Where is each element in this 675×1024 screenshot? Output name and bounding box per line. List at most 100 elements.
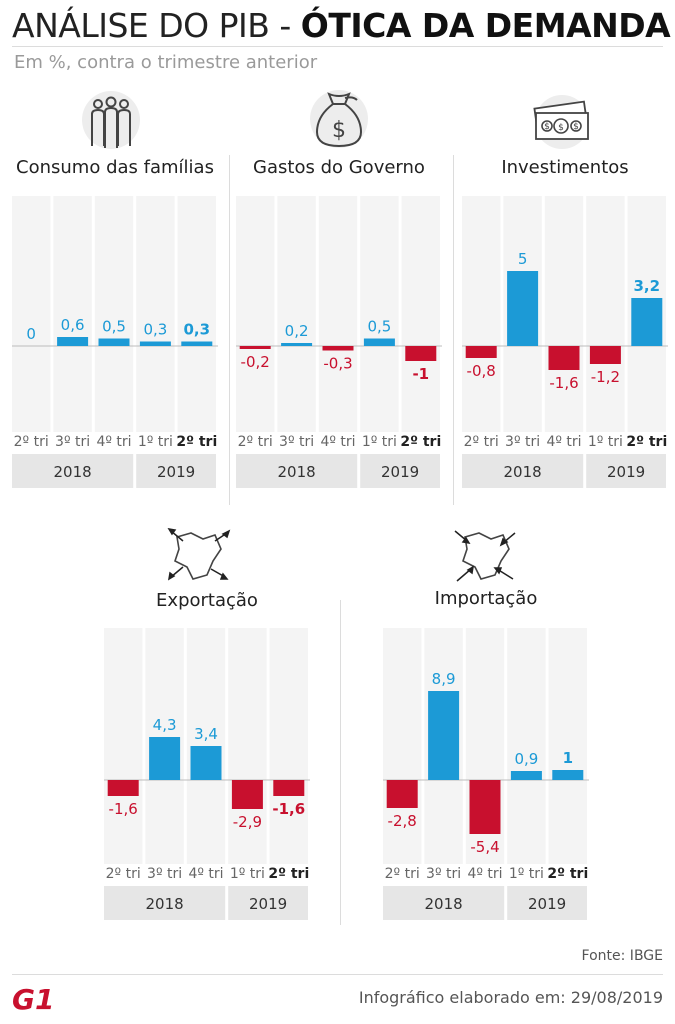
bar [589,346,621,364]
data-label: 0,9 [514,750,538,768]
bar [548,346,580,370]
bar [281,343,313,346]
chart-title-investimentos: Investimentos [501,157,629,178]
year-band [507,886,587,920]
people-icon [82,91,140,149]
category-label: 2º tri [176,434,217,450]
data-label: 0,3 [184,321,211,339]
data-label: -2,8 [388,812,417,830]
category-label: 2º tri [238,434,273,450]
data-label: 0,2 [285,322,309,340]
chart-title-consumo: Consumo das famílias [16,157,214,178]
page-title: ANÁLISE DO PIB - ÓTICA DA DEMANDA [12,6,671,46]
page-subtitle: Em %, contra o trimestre anterior [14,52,318,73]
bar [149,737,181,780]
column-bg [586,196,625,432]
title-bold: ÓTICA DA DEMANDA [300,6,671,45]
bar [510,771,542,780]
bar [405,346,437,361]
category-label: 2º tri [464,434,499,450]
chart-title-importacao: Importação [434,588,538,609]
column-bg [277,196,316,432]
data-label: -1,6 [549,374,578,392]
bar [465,346,497,358]
column-divider [340,600,341,925]
category-label: 4º tri [546,434,581,450]
column-bg [12,196,51,432]
data-label: -0,3 [323,355,352,373]
year-label: 2018 [425,895,463,913]
column-bg [462,196,501,432]
data-label: -1,2 [591,368,620,386]
category-label: 2º tri [106,866,141,882]
column-divider [229,155,230,505]
svg-text:$: $ [544,122,550,132]
category-label: 2º tri [385,866,420,882]
year-band [236,454,358,488]
category-label: 3º tri [147,866,182,882]
year-band [383,886,505,920]
export-map-icon [167,527,231,581]
source-note: Fonte: IBGE [581,948,663,964]
column-bg [360,196,399,432]
data-label: 3,2 [634,277,661,295]
data-label: 0,3 [143,321,167,339]
column-bg [401,196,440,432]
year-label: 2019 [157,463,195,481]
bar [386,780,418,808]
data-label: 0,5 [367,318,391,336]
year-label: 2019 [607,463,645,481]
year-band [104,886,226,920]
banknotes-icon: $ $ $ [533,95,589,149]
data-label: -1,6 [109,800,138,818]
category-label: 3º tri [279,434,314,450]
column-bg [236,196,275,432]
category-label: 1º tri [138,434,173,450]
column-bg [318,196,358,432]
svg-text:$: $ [558,123,564,133]
category-label: 2º tri [268,866,309,882]
data-label: -1 [412,365,429,383]
bar [139,341,171,346]
category-label: 1º tri [588,434,623,450]
money-bag-icon: $ [310,90,368,148]
bar [507,271,539,346]
year-band [12,454,134,488]
chart-title-governo: Gastos do Governo [253,157,425,178]
data-label: 0 [26,325,36,343]
column-bg [383,628,422,864]
column-bg [507,628,546,864]
bar [469,780,501,834]
data-label: 1 [563,749,573,767]
category-label: 3º tri [426,866,461,882]
year-band [228,886,308,920]
category-label: 2º tri [626,434,667,450]
chart-gastos-governo: -0,2 2º tri 0,2 3º tri -0,3 4º tri 0,5 1º tri -1… [236,196,442,488]
data-label: -1,6 [272,800,305,818]
column-bg [136,196,175,432]
svg-text:$: $ [332,118,346,143]
g1-logo: G1 [12,984,52,1012]
column-bg [94,196,134,432]
bar [57,337,89,346]
import-map-icon [454,530,516,582]
column-bg [104,628,143,864]
data-label: -2,9 [233,813,262,831]
bar [363,338,395,346]
year-band [360,454,440,488]
svg-text:$: $ [573,122,579,132]
year-band [136,454,216,488]
year-band [462,454,584,488]
bar [631,298,663,346]
data-label: 3,4 [194,725,218,743]
data-label: -0,2 [241,353,270,371]
category-label: 2º tri [14,434,49,450]
year-label: 2018 [54,463,92,481]
category-label: 4º tri [188,866,223,882]
column-bg [548,628,587,864]
chart-title-exportacao: Exportação [156,590,258,611]
bar [239,346,271,349]
bar [273,780,305,796]
chart-consumo-familias: 0 2º tri 0,6 3º tri 0,5 4º tri 0,3 1º tri 0,3 2º … [12,196,218,488]
bar [231,780,263,809]
